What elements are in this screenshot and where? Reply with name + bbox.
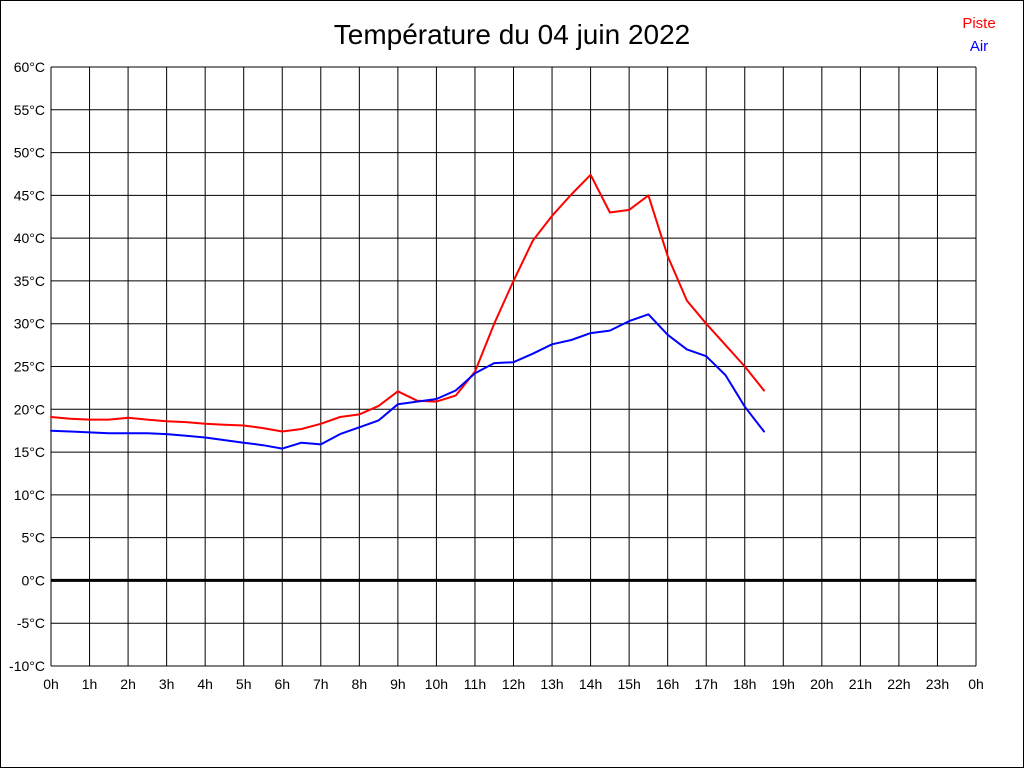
x-tick-label: 21h [849, 676, 872, 692]
y-tick-label: 0°C [22, 572, 46, 588]
x-tick-label: 9h [390, 676, 406, 692]
x-tick-label: 3h [159, 676, 175, 692]
y-tick-label: 10°C [14, 487, 45, 503]
x-tick-label: 4h [197, 676, 213, 692]
legend-item-piste: Piste [962, 15, 996, 32]
y-tick-label: 55°C [14, 102, 45, 118]
y-tick-label: 30°C [14, 316, 45, 332]
chart-title: Température du 04 juin 2022 [333, 19, 691, 50]
y-tick-label: 20°C [14, 401, 45, 417]
x-tick-label: 15h [617, 676, 640, 692]
x-tick-label: 1h [82, 676, 98, 692]
x-tick-label: 10h [425, 676, 448, 692]
x-tick-label: 0h [968, 676, 984, 692]
y-tick-label: -10°C [9, 658, 45, 674]
x-tick-label: 23h [926, 676, 949, 692]
y-tick-label: 25°C [14, 359, 45, 375]
legend-item-air: Air [969, 38, 989, 55]
series-line-air [50, 313, 765, 450]
x-tick-label: 12h [502, 676, 525, 692]
y-tick-label: 15°C [14, 444, 45, 460]
x-tick-label: 19h [772, 676, 795, 692]
x-tick-label: 22h [887, 676, 910, 692]
x-tick-label: 17h [695, 676, 718, 692]
y-tick-label: 35°C [14, 273, 45, 289]
x-tick-label: 7h [313, 676, 329, 692]
x-tick-label: 11h [464, 676, 486, 692]
x-tick-label: 13h [540, 676, 563, 692]
x-tick-label: 18h [733, 676, 756, 692]
y-tick-label: 40°C [14, 230, 45, 246]
y-tick-label: 5°C [22, 530, 46, 546]
x-tick-label: 16h [656, 676, 679, 692]
y-tick-label: 60°C [14, 59, 45, 75]
x-tick-label: 0h [43, 676, 59, 692]
chart-legend: Piste Air [929, 12, 1023, 58]
series-line-piste [50, 173, 765, 433]
x-tick-label: 5h [236, 676, 252, 692]
x-tick-label: 8h [352, 676, 368, 692]
y-tick-label: 45°C [14, 187, 45, 203]
x-tick-label: 20h [810, 676, 833, 692]
y-tick-label: -5°C [17, 615, 45, 631]
x-tick-label: 6h [274, 676, 290, 692]
x-tick-label: 14h [579, 676, 602, 692]
x-tick-label: 2h [120, 676, 136, 692]
y-tick-label: 50°C [14, 145, 45, 161]
